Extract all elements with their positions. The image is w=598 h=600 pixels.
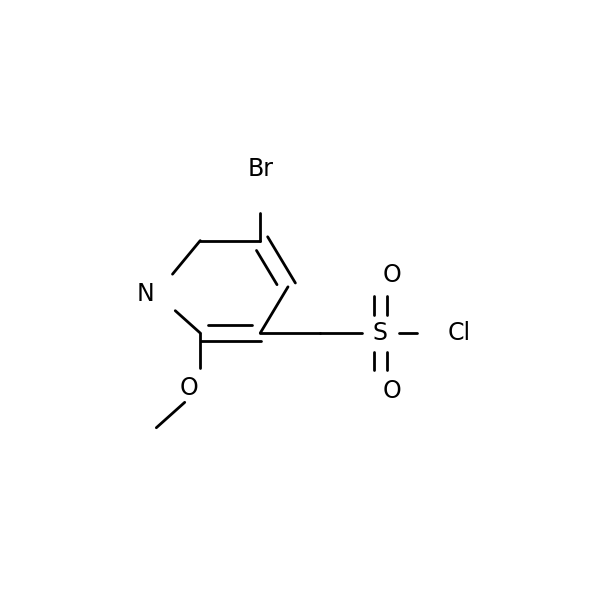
Text: O: O (383, 263, 401, 287)
Text: Br: Br (248, 157, 273, 181)
Text: O: O (383, 379, 401, 403)
Text: O: O (179, 376, 198, 400)
Text: Cl: Cl (447, 321, 471, 345)
Text: S: S (373, 321, 388, 345)
Text: N: N (136, 282, 154, 306)
